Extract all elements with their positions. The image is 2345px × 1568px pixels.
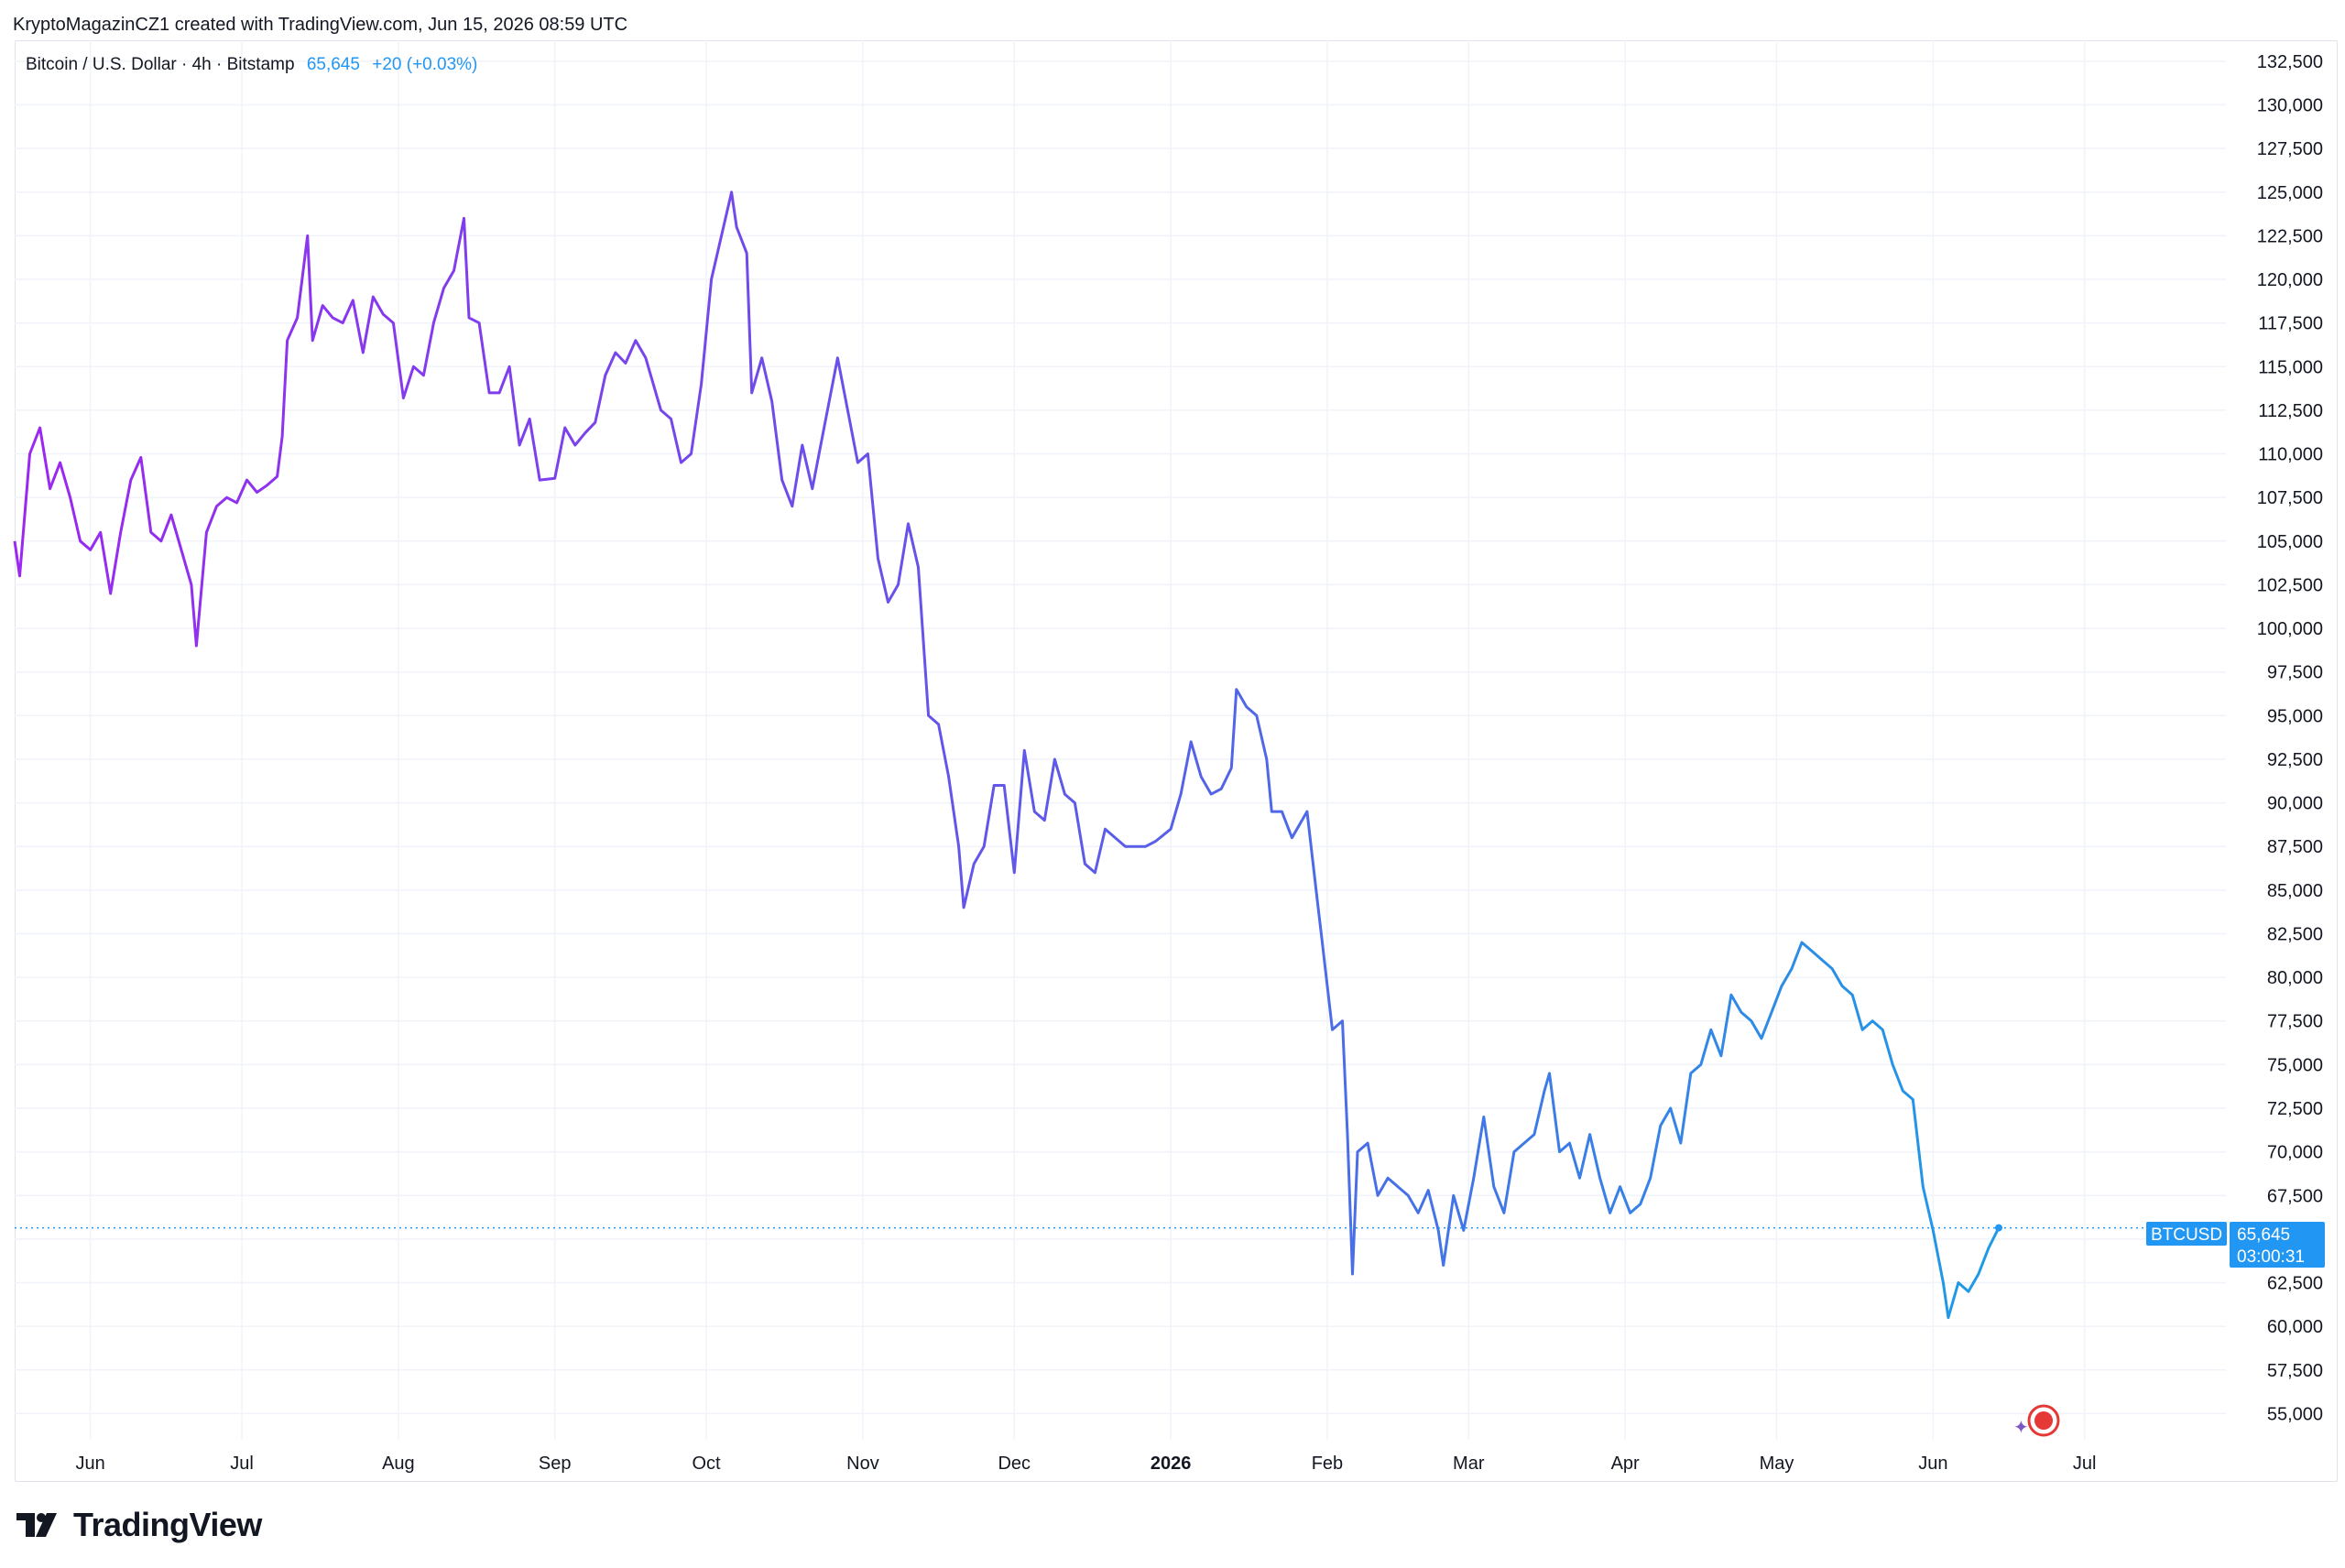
y-tick-label: 115,000: [2258, 357, 2323, 377]
y-tick-label: 55,000: [2267, 1404, 2323, 1424]
price-tag-box: [2230, 1222, 2325, 1268]
y-tick-label: 132,500: [2257, 52, 2323, 72]
y-tick-label: 67,500: [2267, 1186, 2323, 1206]
symbol-legend[interactable]: Bitcoin / U.S. Dollar · 4h · Bitstamp 65…: [26, 55, 477, 75]
x-tick-label: Nov: [846, 1454, 879, 1474]
y-tick-label: 130,000: [2257, 95, 2323, 115]
y-tick-label: 120,000: [2257, 270, 2323, 290]
y-tick-label: 85,000: [2267, 881, 2323, 901]
ticker-tag-box: [2146, 1222, 2227, 1246]
x-tick-label: Jul: [230, 1454, 254, 1474]
series-layer: [13, 191, 2002, 1320]
y-tick-label: 57,500: [2267, 1361, 2323, 1381]
tradingview-logo-icon: [16, 1513, 57, 1537]
x-tick-label: May: [1760, 1454, 1794, 1474]
x-tick-label: Jun: [1918, 1454, 1947, 1474]
legend-price: 65,645: [306, 55, 360, 74]
ticker-tag-label: BTCUSD: [2151, 1225, 2222, 1245]
y-axis[interactable]: 55,00057,50060,00062,50065,00067,50070,0…: [2257, 52, 2323, 1425]
x-tick-label: Jul: [2073, 1454, 2097, 1474]
y-tick-label: 80,000: [2267, 968, 2323, 988]
price-tag: BTCUSD 65,645 03:00:31: [2146, 1222, 2325, 1268]
flag-dot-icon: [2034, 1411, 2053, 1430]
legend-change: +20 (+0.03%): [372, 55, 478, 74]
x-tick-label: Sep: [539, 1454, 572, 1474]
y-tick-label: 127,500: [2257, 139, 2323, 159]
y-tick-label: 82,500: [2267, 924, 2323, 944]
tradingview-wordmark: TradingView: [73, 1506, 262, 1543]
y-tick-label: 122,500: [2257, 226, 2323, 246]
symbol-description: Bitcoin / U.S. Dollar · 4h · Bitstamp: [26, 55, 295, 74]
y-tick-label: 97,500: [2267, 663, 2323, 683]
y-tick-label: 75,000: [2267, 1055, 2323, 1075]
last-price-point: [1994, 1224, 2002, 1232]
x-tick-label: 2026: [1151, 1454, 1192, 1474]
x-tick-label: Jun: [76, 1454, 105, 1474]
y-tick-label: 60,000: [2267, 1317, 2323, 1337]
x-axis[interactable]: Jun Jul Aug Sep Oct Nov Dec 2026 Feb Mar Apr May Jun…: [76, 1454, 2097, 1474]
chart-frame: [15, 40, 2338, 1482]
x-tick-label: Mar: [1453, 1454, 1485, 1474]
y-tick-label: 72,500: [2267, 1099, 2323, 1119]
y-tick-label: 110,000: [2258, 445, 2323, 465]
y-tick-label: 62,500: [2267, 1274, 2323, 1294]
x-tick-label: Oct: [693, 1454, 722, 1474]
x-tick-label: Dec: [998, 1454, 1031, 1474]
y-tick-label: 125,000: [2257, 183, 2323, 203]
y-tick-label: 90,000: [2267, 794, 2323, 814]
y-tick-label: 92,500: [2267, 750, 2323, 770]
y-tick-label: 95,000: [2267, 706, 2323, 726]
x-tick-label: Apr: [1611, 1454, 1640, 1474]
y-tick-label: 70,000: [2267, 1143, 2323, 1163]
price-series-line: [13, 191, 2001, 1320]
y-tick-label: 107,500: [2257, 488, 2323, 508]
y-tick-label: 102,500: [2257, 575, 2323, 595]
x-tick-label: Aug: [382, 1454, 415, 1474]
price-tag-value: 65,645: [2237, 1225, 2290, 1245]
x-tick-label: Feb: [1312, 1454, 1343, 1474]
grid: [15, 40, 2226, 1440]
sparkle-icon[interactable]: ✦: [2013, 1416, 2029, 1438]
tradingview-logo[interactable]: TradingView: [16, 1506, 262, 1544]
y-tick-label: 105,000: [2257, 532, 2323, 552]
event-icons[interactable]: ✦: [2013, 1404, 2060, 1438]
price-tag-countdown: 03:00:31: [2237, 1247, 2305, 1267]
y-tick-label: 87,500: [2267, 837, 2323, 857]
attribution: KryptoMagazinCZ1 created with TradingVie…: [13, 15, 628, 35]
y-tick-label: 112,500: [2258, 401, 2323, 421]
y-tick-label: 100,000: [2257, 619, 2323, 639]
y-tick-label: 117,500: [2258, 314, 2323, 334]
y-tick-label: 77,500: [2267, 1012, 2323, 1032]
